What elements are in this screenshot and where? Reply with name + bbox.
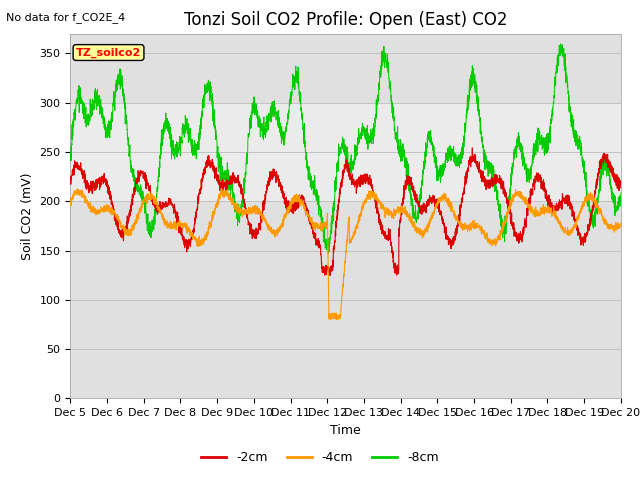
Line: -4cm: -4cm: [70, 189, 621, 320]
-4cm: [326, 317, 334, 323]
-8cm: [547, 117, 555, 122]
Title: Tonzi Soil CO2 Profile: Open (East) CO2: Tonzi Soil CO2 Profile: Open (East) CO2: [184, 11, 508, 29]
-4cm: [278, 223, 285, 228]
-2cm: [129, 194, 137, 200]
-8cm: [617, 190, 625, 196]
-2cm: [547, 201, 555, 207]
-4cm: [129, 223, 137, 229]
-2cm: [321, 272, 328, 278]
-8cm: [607, 180, 614, 186]
-2cm: [162, 199, 170, 204]
Y-axis label: Soil CO2 (mV): Soil CO2 (mV): [21, 172, 34, 260]
X-axis label: Time: Time: [330, 424, 361, 437]
Text: No data for f_CO2E_4: No data for f_CO2E_4: [6, 12, 125, 23]
-4cm: [547, 208, 555, 214]
-4cm: [301, 212, 309, 218]
-2cm: [607, 164, 614, 169]
-4cm: [162, 221, 170, 227]
-8cm: [557, 41, 564, 47]
Line: -2cm: -2cm: [70, 148, 621, 275]
-8cm: [67, 154, 74, 160]
-2cm: [468, 145, 476, 151]
-4cm: [67, 195, 74, 201]
-4cm: [607, 221, 614, 227]
-2cm: [617, 179, 625, 184]
Bar: [70, 103, 621, 201]
-8cm: [301, 148, 309, 154]
-8cm: [162, 110, 170, 116]
-2cm: [301, 204, 309, 209]
-4cm: [617, 221, 625, 227]
Legend: -2cm, -4cm, -8cm: -2cm, -4cm, -8cm: [196, 446, 444, 469]
Line: -8cm: -8cm: [70, 44, 621, 253]
-2cm: [67, 175, 74, 180]
-4cm: [74, 186, 81, 192]
-8cm: [278, 141, 285, 146]
-8cm: [324, 251, 332, 256]
-2cm: [278, 190, 285, 196]
Text: TZ_soilco2: TZ_soilco2: [76, 48, 141, 58]
-8cm: [129, 174, 137, 180]
